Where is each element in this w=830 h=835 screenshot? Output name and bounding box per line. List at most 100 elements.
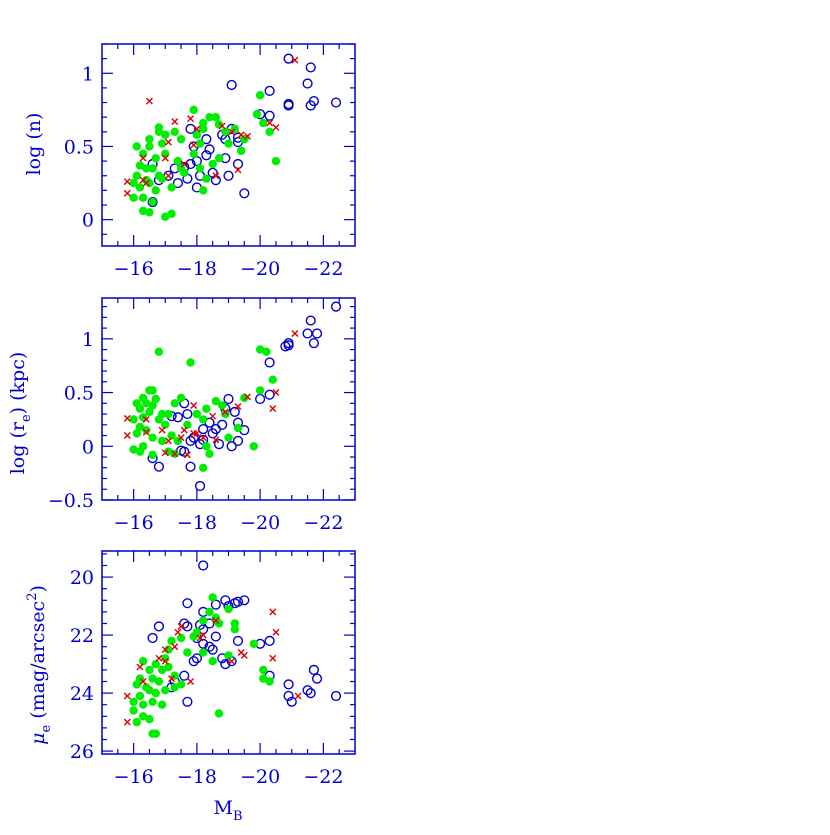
y-tick-label: 0	[82, 436, 94, 458]
cross-point	[190, 141, 198, 149]
panel-mu-e: μe (mag/arcsec2) MB −16 −18 −20 −22 20 22 24 26	[25, 550, 356, 824]
cross-point	[161, 646, 169, 654]
cross-point	[164, 172, 172, 180]
filled-circle-point	[208, 657, 217, 666]
filled-circle-point	[183, 420, 192, 429]
filled-circle-series	[129, 91, 281, 221]
y-tick-label: 0.5	[64, 383, 94, 405]
filled-circle-point	[167, 183, 176, 192]
cross-point	[180, 426, 188, 434]
y-tick-label: 0	[82, 210, 94, 232]
filled-circle-point	[132, 717, 141, 727]
y-axis-title: μe (mag/arcsec2)	[25, 585, 54, 745]
open-circle-point	[264, 85, 275, 96]
open-circle-point	[232, 596, 244, 607]
y-tick-label: 1	[82, 63, 94, 85]
cross-point	[212, 617, 220, 625]
y-tick-label: 0.5	[64, 136, 94, 158]
cross-point	[123, 432, 131, 440]
open-circle-point	[194, 480, 206, 492]
filled-circle-point	[271, 156, 281, 166]
open-circle-point	[185, 435, 196, 447]
x-axis-title: MB	[213, 797, 242, 824]
filled-circle-point	[129, 178, 138, 188]
filled-circle-point	[224, 651, 233, 660]
open-circle-point	[302, 78, 313, 89]
filled-circle-point	[138, 149, 148, 158]
open-circle-point	[283, 100, 294, 111]
filled-circle-point	[176, 164, 186, 173]
cross-point	[161, 657, 169, 665]
filled-circle-point	[262, 347, 271, 356]
cross-point	[199, 434, 207, 442]
y-axis-title: log (re) (kpc)	[7, 352, 34, 475]
cross-point	[180, 160, 188, 168]
open-circle-point	[182, 696, 193, 707]
filled-circle-point	[195, 139, 205, 148]
filled-circle-point	[138, 193, 148, 202]
cross-point	[174, 628, 182, 636]
cross-point	[228, 657, 236, 665]
filled-circle-point	[208, 593, 217, 602]
cross-point	[142, 415, 150, 423]
filled-circle-point	[138, 206, 148, 216]
filled-circle-point	[255, 345, 265, 354]
filled-circle-point	[265, 127, 274, 137]
filled-circle-point	[170, 683, 179, 692]
filled-circle-point	[145, 208, 154, 217]
filled-circle-point	[148, 674, 157, 683]
open-circle-point	[204, 144, 215, 155]
open-circle-point	[308, 338, 319, 349]
filled-circle-point	[214, 709, 224, 718]
open-circle-point	[283, 53, 294, 64]
open-circle-point	[179, 670, 190, 681]
filled-circle-point	[202, 174, 211, 183]
filled-circle-point	[176, 680, 186, 689]
filled-circle-point	[135, 447, 145, 456]
cross-point	[291, 329, 299, 337]
cross-point	[171, 118, 179, 126]
filled-circle-point	[145, 715, 154, 724]
filled-circle-point	[157, 174, 167, 183]
open-circle-point	[179, 618, 190, 629]
open-circle-point	[330, 690, 342, 702]
open-circle-point	[302, 328, 313, 339]
cross-point	[212, 172, 220, 180]
cross-series	[123, 608, 302, 726]
cross-point	[237, 649, 245, 656]
cross-point	[158, 426, 166, 434]
filled-circle-point	[151, 394, 160, 404]
open-circle-point	[264, 110, 275, 121]
x-tick-label: −20	[240, 766, 280, 788]
cross-point	[168, 675, 176, 683]
open-circle-point	[147, 632, 158, 644]
filled-circle-point	[265, 677, 274, 686]
filled-circle-point	[151, 153, 160, 163]
filled-circle-point	[176, 633, 186, 643]
x-tick-label: −20	[240, 258, 280, 280]
open-circle-point	[264, 357, 275, 368]
open-circle-point	[210, 599, 221, 610]
filled-circle-point	[148, 450, 157, 460]
filled-circle-point	[217, 401, 227, 410]
filled-circle-point	[157, 665, 167, 675]
filled-circle-point	[259, 665, 268, 675]
cross-point	[164, 138, 172, 146]
open-circle-point	[232, 635, 244, 647]
filled-circle-point	[135, 691, 145, 701]
filled-circle-point	[164, 662, 173, 672]
filled-circle-point	[170, 399, 179, 408]
open-circle-point	[223, 170, 234, 181]
cross-point	[234, 166, 242, 174]
cross-point	[243, 132, 251, 140]
filled-circle-point	[161, 420, 170, 429]
y-tick-label: 22	[70, 625, 94, 647]
x-tick-label: −22	[303, 766, 343, 788]
open-circle-point	[226, 79, 237, 91]
filled-circle-point	[173, 156, 183, 166]
cross-point	[269, 608, 277, 616]
open-circle-point	[198, 638, 209, 649]
filled-circle-point	[199, 186, 208, 195]
